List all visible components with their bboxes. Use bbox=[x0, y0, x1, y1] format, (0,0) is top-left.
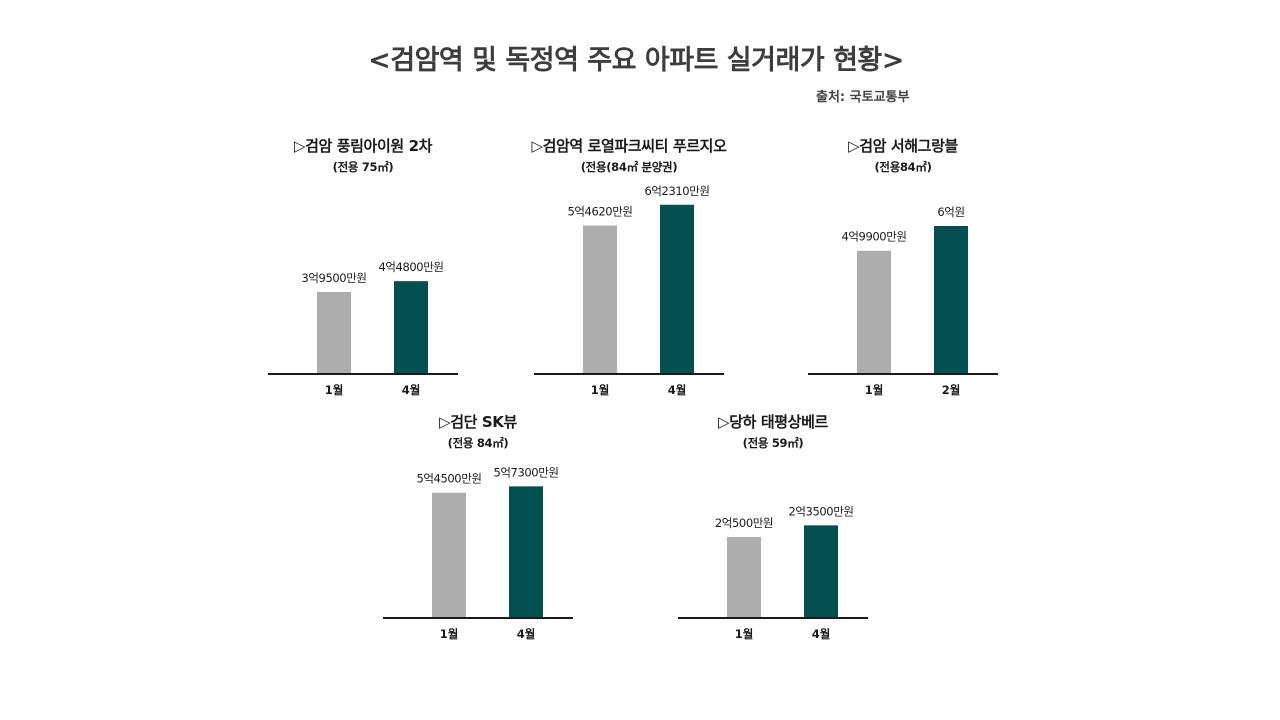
chart-title: ▷검암 서해그랑블 bbox=[848, 137, 958, 155]
data-label: 2억500만원 bbox=[715, 516, 773, 530]
data-label: 2억3500만원 bbox=[788, 504, 853, 518]
bar-chart: 2억500만원 1월 2억3500만원 4월 bbox=[678, 504, 868, 641]
chart-title: ▷검암역 로열파크씨티 푸르지오 bbox=[531, 137, 727, 155]
x-tick-label: 4월 bbox=[668, 383, 687, 397]
x-tick-label: 4월 bbox=[812, 627, 831, 641]
x-tick-label: 4월 bbox=[402, 383, 421, 397]
x-tick-label: 1월 bbox=[865, 383, 884, 397]
chart-subtitle: (전용84㎡) bbox=[874, 160, 932, 174]
bar-1월 bbox=[857, 250, 891, 373]
bar-1월 bbox=[317, 292, 351, 373]
bar-chart: 3억9500만원 1월 4억4800만원 4월 bbox=[268, 260, 458, 397]
data-label: 5억4620만원 bbox=[567, 205, 632, 219]
data-label: 5억7300만원 bbox=[493, 465, 558, 479]
x-tick-label: 1월 bbox=[325, 383, 344, 397]
bar-4월 bbox=[509, 486, 543, 617]
bar-1월 bbox=[727, 537, 761, 617]
x-tick-label: 2월 bbox=[942, 383, 961, 397]
data-label: 5억4500만원 bbox=[416, 472, 481, 486]
bar-4월 bbox=[660, 204, 694, 373]
bar-1월 bbox=[432, 492, 466, 617]
data-label: 4억9900만원 bbox=[841, 230, 906, 244]
data-label: 3억9500만원 bbox=[301, 271, 366, 285]
x-tick-label: 1월 bbox=[440, 627, 459, 641]
bar-chart: 5억4500만원 1월 5억7300만원 4월 bbox=[383, 465, 573, 641]
chart-subtitle: (전용 75㎡) bbox=[332, 160, 394, 174]
chart-title: ▷검암 풍림아이원 2차 bbox=[293, 137, 433, 155]
data-label: 6억원 bbox=[937, 205, 964, 219]
bar-1월 bbox=[583, 225, 617, 373]
chart-title: ▷당하 태평상베르 bbox=[718, 413, 828, 431]
source-note: 출처: 국토교통부 bbox=[816, 90, 910, 105]
page-title: <검암역 및 독정역 주요 아파트 실거래가 현황> bbox=[368, 45, 904, 76]
chart-subtitle: (전용(84㎡ 분양권) bbox=[580, 160, 678, 174]
bar-4월 bbox=[804, 525, 838, 617]
chart-subtitle: (전용 84㎡) bbox=[447, 436, 509, 450]
x-tick-label: 1월 bbox=[735, 627, 754, 641]
x-tick-label: 1월 bbox=[591, 383, 610, 397]
chart-subtitle: (전용 59㎡) bbox=[742, 436, 804, 450]
bar-chart: 5억4620만원 1월 6억2310만원 4월 bbox=[534, 184, 724, 397]
chart-title: ▷검단 SK뷰 bbox=[439, 413, 517, 431]
bar-4월 bbox=[394, 281, 428, 373]
x-tick-label: 4월 bbox=[517, 627, 536, 641]
bar-2월 bbox=[934, 226, 968, 373]
data-label: 4억4800만원 bbox=[378, 260, 443, 274]
data-label: 6억2310만원 bbox=[644, 184, 709, 198]
bar-chart: 4억9900만원 1월 6억원 2월 bbox=[808, 205, 998, 397]
